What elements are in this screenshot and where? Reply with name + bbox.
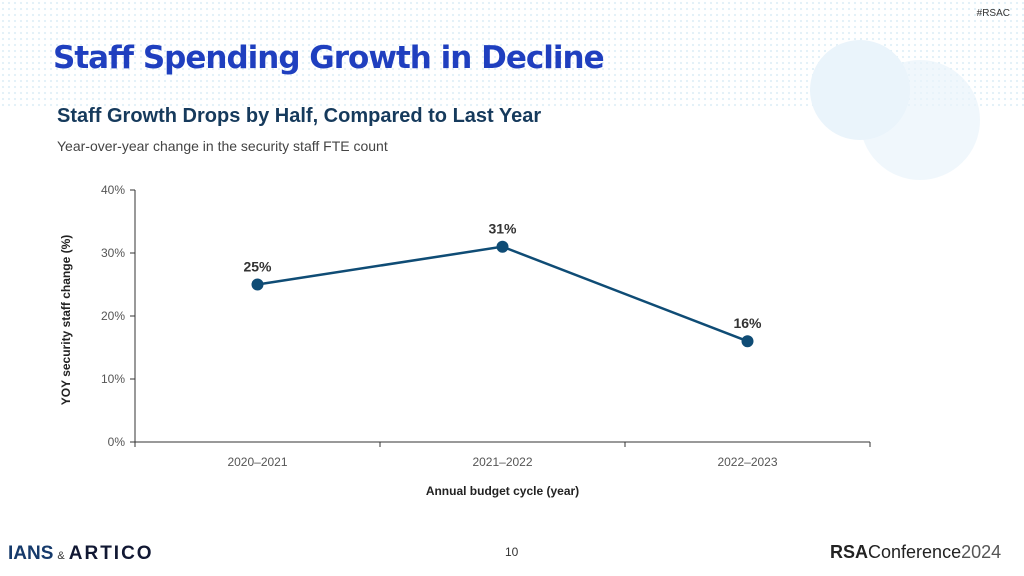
y-tick-label: 20% — [101, 309, 125, 323]
x-tick-label: 2021–2022 — [472, 455, 532, 469]
decor-circle — [860, 60, 980, 180]
chart-subtitle: Year-over-year change in the security st… — [57, 138, 388, 154]
y-axis-label: YOY security staff change (%) — [59, 235, 73, 406]
y-tick-label: 40% — [101, 183, 125, 197]
data-point — [741, 335, 754, 348]
data-label: 16% — [733, 315, 762, 331]
hashtag: #RSAC — [976, 8, 1010, 19]
x-tick-label: 2020–2021 — [227, 455, 287, 469]
page-number: 10 — [505, 545, 519, 559]
data-point — [251, 278, 264, 291]
slide-title: Staff Spending Growth in Decline — [53, 40, 605, 76]
rsa-conference-logo: RSAConference2024 — [830, 542, 1002, 562]
artico-logo: ARTICO — [68, 543, 154, 564]
data-label: 31% — [488, 221, 517, 237]
series-line — [257, 245, 748, 343]
ians-artico-logo: IANS & ARTICO — [8, 543, 154, 565]
x-tick-label: 2022–2023 — [717, 455, 777, 469]
chart-title: Staff Growth Drops by Half, Compared to … — [57, 105, 542, 127]
data-label: 25% — [243, 259, 272, 275]
data-point — [496, 240, 509, 253]
y-tick-label: 0% — [108, 435, 126, 449]
ampersand: & — [57, 550, 65, 562]
y-tick-label: 10% — [101, 372, 125, 386]
ians-logo: IANS — [8, 543, 54, 564]
x-axis-label: Annual budget cycle (year) — [426, 484, 579, 498]
y-tick-label: 30% — [101, 246, 125, 260]
